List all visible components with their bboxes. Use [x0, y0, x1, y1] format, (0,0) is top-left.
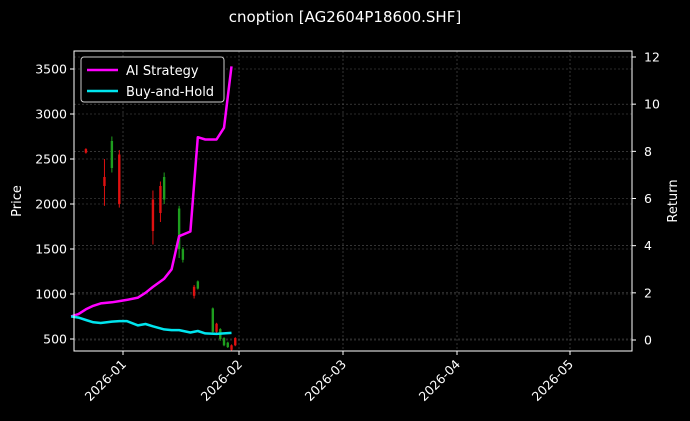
- series-line-ai-strategy: [70, 66, 233, 318]
- x-tick-label: 2026-02: [198, 357, 246, 405]
- legend-label-buy-and-hold: Buy-and-Hold: [126, 85, 214, 100]
- legend: AI Strategy Buy-and-Hold: [80, 56, 225, 103]
- y-tick-label-right: 6: [644, 191, 652, 206]
- candle-body: [226, 342, 229, 348]
- candle-body: [234, 338, 237, 346]
- y-tick-label-right: 4: [644, 238, 652, 253]
- y-tick-label-left: 3500: [35, 62, 67, 77]
- x-axis: 2026-01 2026-02 2026-03 2026-04 2026-05: [82, 351, 577, 405]
- candlesticks: [84, 136, 237, 351]
- candle-body: [230, 345, 233, 350]
- candle-body: [103, 177, 106, 186]
- candle-body: [192, 286, 196, 296]
- candle-body: [162, 177, 166, 200]
- y-tick-label-left: 2000: [35, 197, 67, 212]
- candle-body: [181, 249, 185, 260]
- y-tick-label-right: 12: [644, 50, 660, 65]
- x-tick-label: 2026-05: [529, 357, 577, 405]
- candle-body: [215, 323, 218, 332]
- y-tick-label-right: 10: [644, 97, 660, 112]
- legend-label-ai-strategy: AI Strategy: [126, 64, 199, 79]
- y-tick-label-right: 2: [644, 285, 652, 300]
- y-tick-label-right: 8: [644, 144, 652, 159]
- candle-body: [211, 308, 215, 332]
- series-lines: [70, 66, 233, 336]
- y-axis-left: 500 1000 1500 2000 2500 3000 3500: [35, 62, 74, 347]
- candle-body: [118, 154, 121, 204]
- candle-body: [159, 186, 162, 213]
- y-tick-label-right: 0: [644, 333, 652, 348]
- x-tick-label: 2026-04: [416, 356, 464, 404]
- y-tick-label-left: 1000: [35, 287, 67, 302]
- candle-body: [222, 338, 226, 346]
- x-tick-label: 2026-01: [82, 357, 130, 405]
- x-tick-label: 2026-03: [302, 357, 350, 405]
- plot-frame: [73, 50, 633, 352]
- y-axis-right: 0 2 4 6 8 10 12: [632, 50, 660, 348]
- candle-body: [110, 141, 114, 168]
- chart-title: cnoption [AG2604P18600.SHF]: [228, 8, 462, 26]
- y-tick-label-left: 500: [43, 332, 67, 347]
- candle-body: [177, 208, 181, 249]
- candle-body: [151, 199, 155, 231]
- y-tick-label-left: 3000: [35, 107, 67, 122]
- y-tick-label-left: 1500: [35, 242, 67, 257]
- candle-body: [196, 281, 200, 289]
- series-line-buy-and-hold: [70, 315, 232, 336]
- candle-body: [84, 149, 88, 153]
- y-tick-label-left: 2500: [35, 152, 67, 167]
- y-axis-left-label: Price: [10, 185, 25, 217]
- y-axis-right-label: Return: [666, 179, 681, 222]
